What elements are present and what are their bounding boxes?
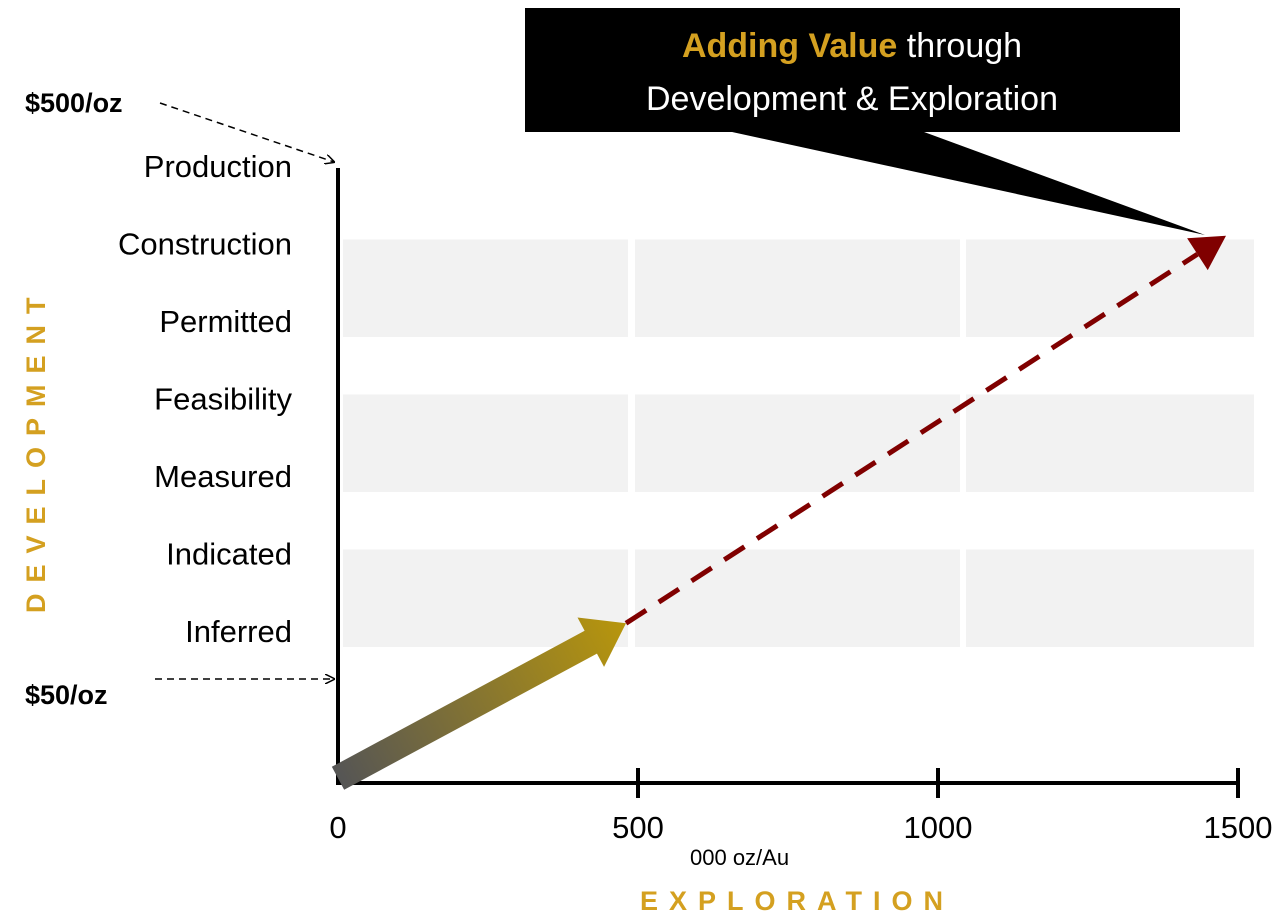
price-label-top: $500/oz xyxy=(25,88,123,118)
price-pointer-top xyxy=(159,102,334,162)
series-gradient-arrow xyxy=(331,617,627,790)
band-2-1 xyxy=(635,239,960,337)
x-tick-label-0: 0 xyxy=(329,810,346,845)
band-0-1 xyxy=(635,549,960,647)
band-0-0 xyxy=(343,549,628,647)
band-1-0 xyxy=(343,394,628,492)
background-bands xyxy=(343,239,1254,647)
x-tick-label-3: 1500 xyxy=(1204,810,1273,845)
y-category-labels: Inferred Indicated Measured Feasibility Perm… xyxy=(118,149,293,649)
x-axis-unit: 000 oz/Au xyxy=(690,845,789,870)
y-axis-title: DEVELOPMENT xyxy=(21,286,51,613)
callout-box xyxy=(525,8,1180,132)
price-label-bottom: $50/oz xyxy=(25,680,108,710)
band-1-1 xyxy=(635,394,960,492)
x-tick-label-2: 1000 xyxy=(904,810,973,845)
callout-pointer xyxy=(700,125,1205,235)
band-0-2 xyxy=(966,549,1254,647)
y-category-measured: Measured xyxy=(154,459,292,494)
y-category-feasibility: Feasibility xyxy=(154,382,292,417)
callout-line1: Adding Value through xyxy=(682,27,1022,65)
callout-rest: through xyxy=(897,27,1022,65)
band-2-0 xyxy=(343,239,628,337)
y-category-permitted: Permitted xyxy=(159,304,292,339)
y-category-construction: Construction xyxy=(118,227,292,262)
y-category-production: Production xyxy=(144,149,292,184)
series-dashed-arrowhead xyxy=(1187,235,1226,271)
callout-line2: Development & Exploration xyxy=(646,80,1058,118)
band-1-2 xyxy=(966,394,1254,492)
y-category-inferred: Inferred xyxy=(185,614,292,649)
y-category-indicated: Indicated xyxy=(166,537,292,572)
x-tick-label-1: 500 xyxy=(612,810,664,845)
series-layer xyxy=(331,235,1226,790)
series-dashed-line xyxy=(624,252,1199,626)
x-axis-title: EXPLORATION xyxy=(640,886,954,916)
x-ticks: 0 500 1000 1500 xyxy=(329,768,1272,845)
callout-highlight: Adding Value xyxy=(682,27,897,65)
